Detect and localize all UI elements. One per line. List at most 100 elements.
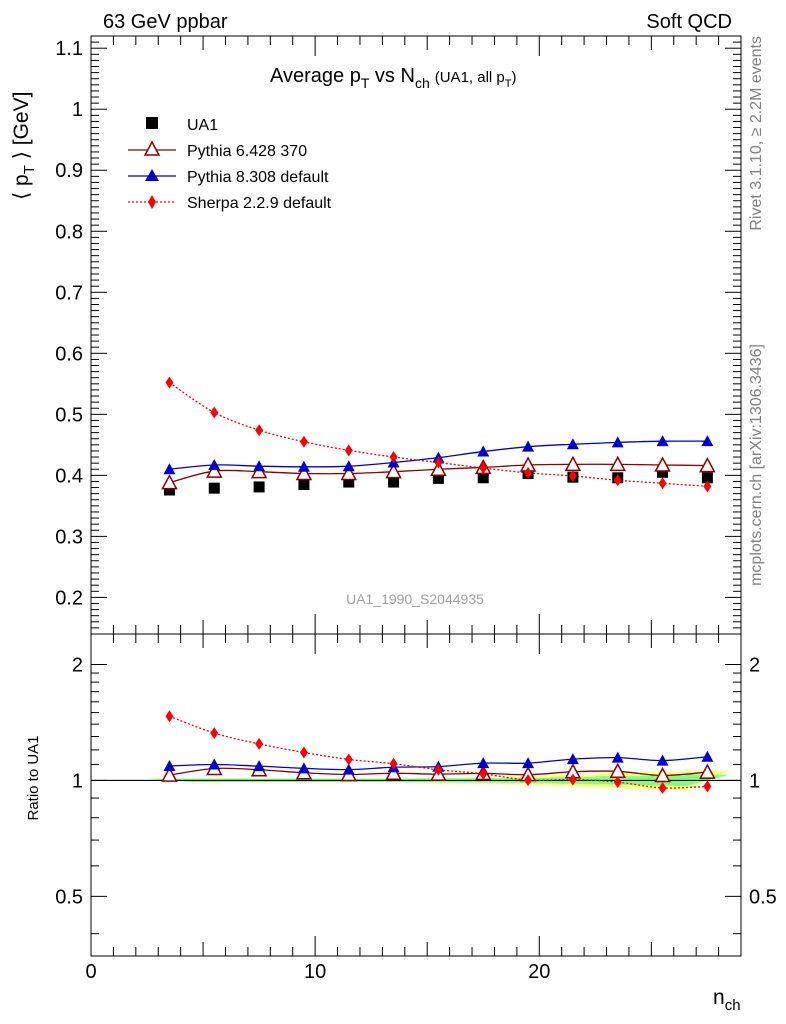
data-point	[342, 763, 355, 775]
legend-label-pythia6: Pythia 6.428 370	[187, 143, 307, 160]
data-point	[611, 751, 624, 763]
data-point	[255, 424, 264, 437]
ratio-y-tick-labels: 0.5 0.5 1 1 2 2	[55, 654, 777, 908]
data-point	[657, 466, 669, 478]
data-point	[430, 460, 447, 476]
data-point	[165, 710, 174, 723]
data-point	[701, 435, 714, 447]
y-tick-label: 1	[72, 99, 83, 121]
data-point	[255, 737, 264, 750]
data-point	[206, 462, 223, 478]
mcplots-label: mcplots.cern.ch [arXiv:1306.3436]	[748, 344, 765, 586]
data-point	[344, 753, 353, 766]
data-point	[477, 445, 490, 457]
ratio-y-axis-label: Ratio to UA1	[25, 735, 42, 820]
data-point	[253, 460, 266, 472]
data-point	[658, 477, 667, 490]
data-point	[298, 479, 310, 490]
data-point	[208, 458, 221, 470]
data-point	[340, 464, 358, 481]
data-point	[343, 476, 355, 488]
data-point	[299, 435, 308, 448]
x-tick-labels: 0 10 20	[85, 961, 550, 983]
data-point	[477, 472, 489, 484]
data-point	[161, 474, 178, 490]
data-point	[161, 766, 178, 782]
legend-marker-sherpa	[148, 195, 156, 209]
legend-label-pythia8: Pythia 8.308 default	[187, 169, 329, 186]
data-point	[701, 750, 714, 762]
main-series	[161, 376, 716, 496]
ratio-y-tick-label-right: 1	[749, 770, 760, 792]
data-point	[342, 460, 355, 472]
chart-title: Average pT vs Nch (UA1, all pT)	[270, 65, 517, 91]
data-point	[163, 484, 175, 496]
header-left: 63 GeV ppbar	[103, 11, 228, 33]
data-point	[654, 456, 671, 472]
ratio-y-tick-label: 1	[72, 770, 83, 792]
data-point	[654, 766, 671, 783]
data-point	[295, 464, 313, 481]
y-tick-label: 0.6	[55, 343, 83, 365]
data-point	[479, 462, 488, 475]
data-point	[210, 727, 219, 740]
data-point	[568, 469, 577, 482]
data-point	[388, 476, 400, 488]
x-axis-label: nch	[713, 986, 741, 1014]
data-point	[385, 463, 402, 479]
x-tick-label: 20	[528, 961, 550, 983]
legend-marker-pythia8	[145, 169, 159, 181]
data-point	[701, 472, 713, 484]
data-point	[524, 774, 533, 787]
y-tick-label: 1.1	[55, 38, 83, 60]
data-point	[699, 763, 716, 779]
legend-marker-pythia6	[143, 140, 161, 156]
legend-label-ua1: UA1	[187, 117, 218, 134]
data-point	[208, 758, 221, 770]
data-point	[208, 482, 220, 494]
data-point	[253, 760, 266, 772]
y-tick-label: 0.4	[55, 465, 83, 487]
ratio-y-tick-label-right: 0.5	[749, 886, 777, 908]
data-point	[253, 481, 265, 493]
ratio-frame	[90, 633, 742, 957]
ratio-axis-ticks	[90, 634, 741, 956]
data-point	[477, 757, 490, 769]
header-right: Soft QCD	[646, 11, 732, 33]
data-point	[524, 466, 533, 479]
main-y-tick-labels: 0.2 0.3 0.4 0.5 0.6 0.7 0.8 0.9 1 1.1	[55, 38, 83, 609]
data-point	[297, 460, 310, 472]
data-point	[389, 451, 398, 464]
x-tick-label: 0	[85, 961, 96, 983]
y-tick-label: 0.5	[55, 404, 83, 426]
data-point	[297, 762, 310, 774]
legend: UA1 Pythia 6.428 370 Pythia 8.308 defaul…	[128, 117, 332, 212]
analysis-watermark: UA1_1990_S2044935	[346, 591, 484, 607]
ratio-y-tick-label: 2	[72, 654, 83, 676]
data-point	[566, 438, 579, 450]
y-tick-label: 0.2	[55, 587, 83, 609]
data-point	[613, 776, 622, 789]
data-point	[658, 781, 667, 794]
y-tick-label: 0.7	[55, 282, 83, 304]
main-y-axis-label: ⟨ pT ⟩ [GeV]	[10, 92, 38, 200]
data-point	[299, 746, 308, 759]
y-tick-label: 0.3	[55, 526, 83, 548]
data-point	[344, 444, 353, 457]
ratio-series	[161, 710, 716, 794]
data-point	[389, 757, 398, 770]
data-point	[522, 440, 535, 452]
data-point	[703, 480, 712, 493]
data-point	[434, 763, 443, 776]
data-point	[699, 457, 716, 473]
x-tick-label: 10	[304, 961, 326, 983]
data-point	[210, 406, 219, 419]
data-point	[165, 376, 174, 389]
data-point	[656, 435, 669, 447]
ratio-y-tick-label-right: 2	[749, 654, 760, 676]
rivet-label: Rivet 3.1.10, ≥ 2.2M events	[748, 36, 765, 231]
data-point	[613, 474, 622, 487]
data-point	[479, 767, 488, 780]
data-point	[522, 757, 535, 769]
